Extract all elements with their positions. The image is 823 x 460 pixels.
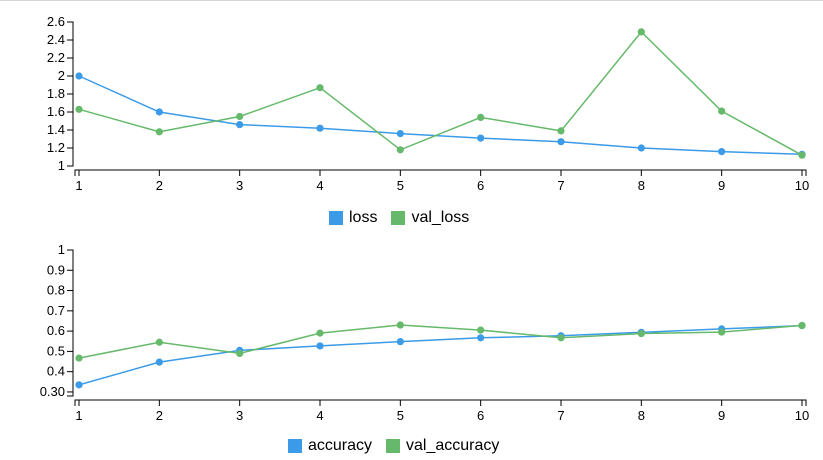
data-point-accuracy[interactable] — [155, 358, 163, 366]
legend-label-val-loss: val_loss — [411, 209, 470, 226]
acc-y-tick-label: 1 — [58, 242, 65, 257]
data-point-val-loss[interactable] — [557, 127, 565, 135]
loss-x-tick-label: 5 — [397, 178, 404, 193]
acc-y-tick-label: 0.6 — [47, 323, 65, 338]
data-point-accuracy[interactable] — [75, 381, 83, 389]
data-point-val-accuracy[interactable] — [75, 354, 83, 362]
loss-y-tick-label: 1.2 — [47, 140, 65, 155]
acc-y-tick-label: 0.7 — [47, 303, 65, 318]
data-point-val-loss[interactable] — [637, 28, 645, 36]
data-point-accuracy[interactable] — [477, 334, 485, 342]
data-point-loss[interactable] — [557, 138, 565, 146]
legend-label-accuracy: accuracy — [308, 437, 373, 454]
data-point-val-accuracy[interactable] — [236, 349, 244, 358]
loss-x-tick-label: 3 — [236, 178, 243, 193]
data-point-loss[interactable] — [236, 121, 244, 129]
data-point-loss[interactable] — [718, 148, 726, 156]
data-point-loss[interactable] — [637, 144, 645, 152]
data-point-accuracy[interactable] — [316, 342, 324, 350]
data-point-val-loss[interactable] — [155, 128, 163, 136]
data-point-val-loss[interactable] — [236, 112, 244, 121]
data-point-val-loss[interactable] — [316, 84, 324, 92]
series-line-loss — [78, 75, 803, 156]
data-point-val-loss[interactable] — [718, 107, 726, 115]
loss-x-axis — [74, 169, 807, 176]
acc-x-tick-label: 5 — [397, 408, 404, 423]
legend-swatch-val-loss — [391, 211, 406, 225]
acc-x-tick-label: 6 — [477, 408, 484, 423]
data-point-val-accuracy[interactable] — [396, 321, 404, 329]
acc-y-tick-label: 0.8 — [47, 283, 65, 298]
data-point-val-loss[interactable] — [396, 146, 404, 154]
data-point-loss[interactable] — [477, 134, 485, 142]
acc-x-tick-label: 9 — [718, 408, 725, 423]
accuracy-chart-legend: accuracy val_accuracy — [288, 437, 499, 455]
legend-swatch-accuracy — [288, 439, 302, 453]
loss-x-tick-label: 4 — [316, 178, 323, 193]
legend-swatch-val-accuracy — [386, 439, 401, 453]
data-point-val-accuracy[interactable] — [155, 338, 163, 346]
data-point-loss[interactable] — [75, 72, 83, 80]
data-point-val-loss[interactable] — [477, 113, 485, 121]
loss-x-tick-label: 6 — [477, 178, 484, 193]
series-line-val-loss — [78, 30, 803, 156]
loss-x-tick-label: 1 — [75, 178, 82, 193]
top-border — [0, 0, 823, 1]
acc-y-axis — [67, 249, 74, 397]
acc-x-tick-label: 3 — [236, 408, 243, 423]
data-point-val-accuracy[interactable] — [316, 329, 324, 337]
legend-label-val-accuracy: val_accuracy — [406, 437, 500, 454]
loss-y-tick-label: 2.4 — [47, 32, 65, 47]
data-point-val-accuracy[interactable] — [798, 321, 806, 330]
data-point-loss[interactable] — [396, 130, 404, 138]
acc-x-tick-label: 8 — [638, 408, 645, 423]
acc-x-tick-label: 2 — [156, 408, 163, 423]
acc-x-tick-label: 10 — [795, 408, 809, 423]
acc-x-tick-label: 7 — [557, 408, 564, 423]
acc-y-tick-label: 0.4 — [47, 364, 65, 379]
acc-x-tick-label: 4 — [316, 408, 323, 423]
loss-y-tick-label: 1 — [58, 158, 65, 173]
loss-y-tick-label: 1.8 — [47, 86, 65, 101]
loss-x-tick-label: 8 — [638, 178, 645, 193]
data-point-val-loss[interactable] — [798, 151, 806, 159]
data-point-val-accuracy[interactable] — [557, 334, 565, 342]
loss-y-tick-label: 1.4 — [47, 122, 65, 137]
loss-y-tick-label: 2 — [58, 68, 65, 83]
data-point-loss[interactable] — [316, 124, 324, 132]
loss-x-tick-label: 10 — [795, 178, 809, 193]
acc-chart: 0.30 0.4 0.5 0.6 0.7 0.8 0.9 1 1 2 3 4 5 6 7 8 9 10 — [40, 242, 810, 423]
data-point-loss[interactable] — [155, 108, 163, 116]
legend-swatch-loss — [329, 211, 343, 225]
data-point-val-accuracy[interactable] — [718, 328, 726, 336]
data-point-val-accuracy[interactable] — [477, 326, 485, 334]
loss-y-tick-label: 2.6 — [47, 14, 65, 29]
legend-item-val-accuracy[interactable]: val_accuracy — [386, 437, 499, 455]
data-point-accuracy[interactable] — [396, 338, 404, 346]
loss-y-tick-label: 2.2 — [47, 50, 65, 65]
legend-label-loss: loss — [349, 209, 378, 226]
acc-y-tick-label: 0.30 — [40, 384, 65, 399]
data-point-val-loss[interactable] — [75, 105, 83, 113]
loss-chart-legend: loss val_loss — [329, 209, 469, 227]
data-point-val-accuracy[interactable] — [637, 329, 645, 338]
series-line-accuracy — [78, 324, 803, 386]
acc-x-axis — [74, 399, 807, 406]
loss-x-tick-label: 7 — [557, 178, 564, 193]
legend-item-accuracy[interactable]: accuracy — [288, 437, 372, 455]
loss-chart: 1 1.2 1.4 1.6 1.8 2 2.2 2.4 2.6 1 2 3 4 5 6 7 8 9 10 — [47, 14, 809, 193]
acc-y-tick-label: 0.5 — [47, 343, 65, 358]
series-line-val-accuracy — [78, 324, 803, 359]
loss-x-tick-label: 2 — [156, 178, 163, 193]
loss-y-tick-label: 1.6 — [47, 104, 65, 119]
legend-item-val-loss[interactable]: val_loss — [391, 209, 469, 227]
loss-x-tick-label: 9 — [718, 178, 725, 193]
legend-item-loss[interactable]: loss — [329, 209, 377, 227]
acc-x-tick-label: 1 — [75, 408, 82, 423]
acc-y-tick-label: 0.9 — [47, 262, 65, 277]
